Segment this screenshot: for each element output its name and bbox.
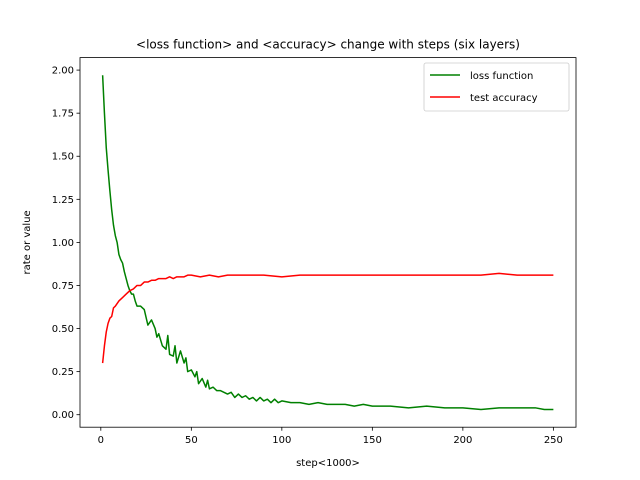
x-axis: 0 50 100 150 200 250 <box>98 427 563 446</box>
x-tick-label: 0 <box>98 435 104 446</box>
x-tick-label: 100 <box>272 435 291 446</box>
y-tick-label: 1.50 <box>52 152 74 163</box>
y-tick-label: 0.75 <box>52 281 74 292</box>
x-tick-label: 250 <box>544 435 563 446</box>
legend-label-loss: loss function <box>470 71 533 82</box>
y-tick-label: 1.00 <box>52 238 74 249</box>
legend-box <box>423 62 570 112</box>
series-line-loss-function <box>101 75 554 411</box>
y-tick-label: 1.75 <box>52 109 74 120</box>
y-tick-label: 0.50 <box>52 324 74 335</box>
x-tick-label: 50 <box>185 435 198 446</box>
y-tick-label: 1.25 <box>52 195 74 206</box>
x-tick-label: 150 <box>363 435 382 446</box>
y-axis-label: rate or value <box>22 210 33 274</box>
series-layer <box>101 75 554 411</box>
y-tick-label: 0.25 <box>52 367 74 378</box>
x-tick-label: 200 <box>453 435 472 446</box>
legend-label-accuracy: test accuracy <box>470 93 538 104</box>
series-line-test-accuracy <box>101 272 554 364</box>
y-tick-label: 2.00 <box>52 66 74 77</box>
y-axis: 0.00 0.25 0.50 0.75 1.00 1.25 1.50 1.75 2.00 <box>52 66 80 421</box>
x-axis-label: step<1000> <box>296 458 360 469</box>
legend: loss function test accuracy <box>423 62 570 112</box>
chart-title: <loss function> and <accuracy> change wi… <box>136 38 520 52</box>
y-tick-label: 0.00 <box>52 410 74 421</box>
